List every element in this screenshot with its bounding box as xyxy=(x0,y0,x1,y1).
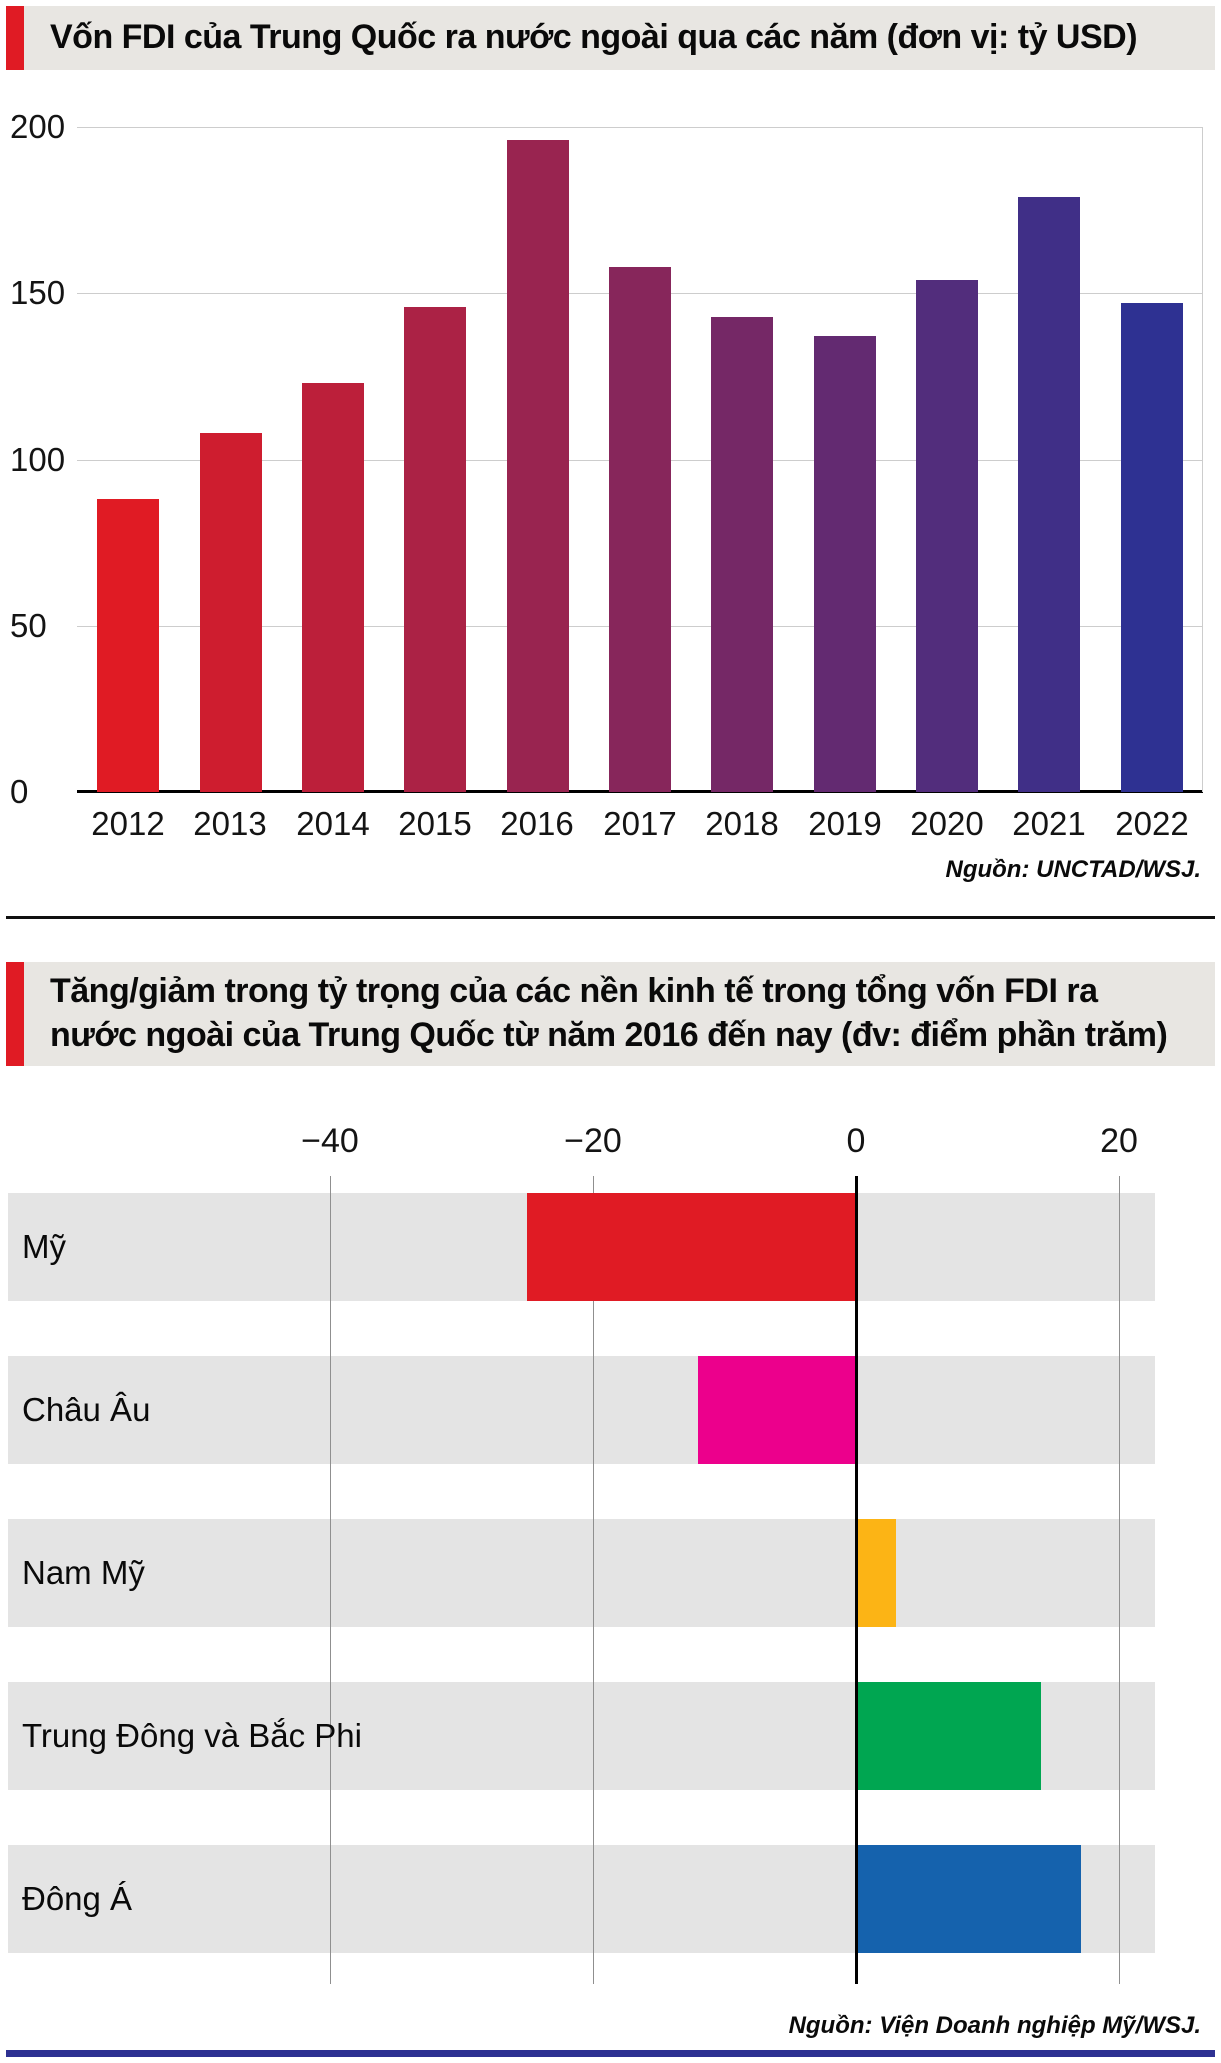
chart2-plot: Mỹ Châu Âu Nam Mỹ Trung Đông và Bắc Phi Đông… xyxy=(8,1176,1155,1984)
bar-2012 xyxy=(97,499,159,792)
row-bar xyxy=(857,1682,1041,1790)
chart2-x-axis: −40 −20 0 20 xyxy=(8,1120,1155,1162)
x-tick-label: 2020 xyxy=(910,805,984,842)
category-label: Mỹ xyxy=(22,1228,66,1265)
y-tick-label: 50 xyxy=(10,607,47,644)
x-tick-label: 2012 xyxy=(91,805,165,842)
chart2-title-line2: nước ngoài của Trung Quốc từ năm 2016 đế… xyxy=(50,1016,1168,1054)
plot-right-border xyxy=(1202,127,1203,792)
category-label: Châu Âu xyxy=(22,1391,151,1428)
x-tick-label: 2014 xyxy=(296,805,370,842)
x-tick-label: 2015 xyxy=(398,805,472,842)
gridline-v xyxy=(330,1176,331,1984)
x-tick-label: 2019 xyxy=(808,805,882,842)
chart1-source: Nguồn: UNCTAD/WSJ. xyxy=(945,856,1201,883)
bar-2018 xyxy=(711,317,773,792)
y-tick-label: 200 xyxy=(10,108,66,145)
bar-2019 xyxy=(814,336,876,792)
chart1-title: Vốn FDI của Trung Quốc ra nước ngoài qua… xyxy=(50,18,1138,57)
bar-2013 xyxy=(200,433,262,792)
x-tick-label: 2016 xyxy=(500,805,574,842)
x-tick-label: 0 xyxy=(846,1122,866,1160)
category-label: Nam Mỹ xyxy=(22,1554,145,1591)
y-tick-label: 150 xyxy=(10,274,66,311)
category-label: Trung Đông và Bắc Phi xyxy=(22,1717,362,1754)
gridline-v xyxy=(593,1176,594,1984)
row-bar xyxy=(527,1193,856,1301)
section-divider xyxy=(6,916,1215,919)
bar-2015 xyxy=(404,307,466,792)
title-accent-bar xyxy=(6,962,24,1066)
bar-2014 xyxy=(302,383,364,792)
zero-axis-line xyxy=(855,1176,858,1984)
x-tick-label: 2013 xyxy=(193,805,267,842)
chart1-title-band: Vốn FDI của Trung Quốc ra nước ngoài qua… xyxy=(6,6,1215,70)
bar-2020 xyxy=(916,280,978,792)
category-label: Đông Á xyxy=(22,1880,133,1917)
row-bar xyxy=(857,1519,896,1627)
x-tick-label: 2022 xyxy=(1115,805,1189,842)
x-tick-label: 2017 xyxy=(603,805,677,842)
x-tick-label: 2021 xyxy=(1012,805,1086,842)
row-bar xyxy=(698,1356,856,1464)
chart2-title-line1: Tăng/giảm trong tỷ trọng của các nền kin… xyxy=(50,972,1098,1011)
row-band xyxy=(8,1519,1155,1627)
chart2-title-band: Tăng/giảm trong tỷ trọng của các nền kin… xyxy=(6,962,1215,1066)
row-bar xyxy=(857,1845,1081,1953)
row-band xyxy=(8,1356,1155,1464)
bottom-rule xyxy=(6,2050,1215,2057)
bar-2016 xyxy=(507,140,569,792)
y-tick-label: 100 xyxy=(10,441,66,478)
chart2-source: Nguồn: Viện Doanh nghiệp Mỹ/WSJ. xyxy=(788,2012,1201,2039)
bar-2021 xyxy=(1018,197,1080,792)
bar-2022 xyxy=(1121,303,1183,792)
gridline-v xyxy=(1119,1176,1120,1984)
chart1-plot xyxy=(77,127,1203,793)
x-tick-label: −20 xyxy=(564,1122,622,1160)
y-tick-label: 0 xyxy=(10,773,29,810)
gridline-h xyxy=(77,127,1203,128)
chart1-y-axis: 0 50 100 150 200 xyxy=(10,108,74,810)
title-accent-bar xyxy=(6,6,24,70)
x-tick-label: 2018 xyxy=(705,805,779,842)
bar-2017 xyxy=(609,267,671,792)
x-tick-label: −40 xyxy=(301,1122,359,1160)
x-tick-label: 20 xyxy=(1100,1122,1138,1160)
chart1-x-axis: 2012 2013 2014 2015 2016 2017 2018 2019 2020 2021… xyxy=(77,802,1203,846)
